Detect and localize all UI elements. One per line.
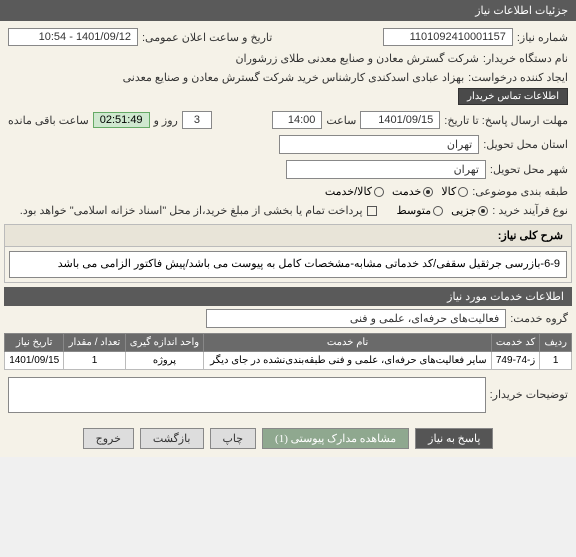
radio-small-label: جزیی: [451, 204, 476, 217]
announce-label: تاریخ و ساعت اعلان عمومی:: [142, 31, 272, 44]
remain-days: 3: [182, 111, 212, 129]
radio-both[interactable]: کالا/خدمت: [325, 185, 384, 198]
checkbox-treasury[interactable]: [367, 206, 377, 216]
row-creator: ایجاد کننده درخواست: بهزاد عبادی اسدکندی…: [4, 68, 572, 108]
col-code: کد خدمت: [491, 333, 540, 351]
purchase-type-label: نوع فرآیند خرید :: [492, 204, 568, 217]
row-buyer-org: نام دستگاه خریدار: شرکت گسترش معادن و صن…: [4, 49, 572, 68]
col-name: نام خدمت: [204, 333, 491, 351]
reply-button[interactable]: پاسخ به نیاز: [415, 428, 493, 449]
need-number-value: 1101092410001157: [383, 28, 513, 46]
city-value: تهران: [286, 160, 486, 179]
row-deadline: مهلت ارسال پاسخ: تا تاریخ: 1401/09/15 سا…: [4, 108, 572, 132]
creator-value: بهزاد عبادی اسدکندی کارشناس خرید شرکت گس…: [123, 71, 465, 84]
radio-icon: [374, 187, 384, 197]
radio-both-label: کالا/خدمت: [325, 185, 372, 198]
contact-button[interactable]: اطلاعات تماس خریدار: [458, 88, 568, 105]
row-province: استان محل تحویل: تهران: [4, 132, 572, 157]
cell-index: 1: [540, 351, 572, 369]
print-button[interactable]: چاپ: [210, 428, 257, 449]
remain-label: ساعت باقی مانده: [8, 114, 89, 127]
deadline-label: مهلت ارسال پاسخ: تا تاریخ:: [444, 114, 568, 127]
row-city: شهر محل تحویل: تهران: [4, 157, 572, 182]
footer: پاسخ به نیاز مشاهده مدارک پیوستی (1) چاپ…: [0, 420, 576, 457]
cell-date: 1401/09/15: [5, 351, 64, 369]
radio-icon: [433, 206, 443, 216]
row-service-group: گروه خدمت: فعالیت‌های حرفه‌ای، علمی و فن…: [4, 306, 572, 331]
cell-unit: پروژه: [125, 351, 204, 369]
radio-goods-label: کالا: [441, 185, 456, 198]
window-title: جزئیات اطلاعات نیاز: [475, 5, 568, 17]
deadline-date: 1401/09/15: [360, 111, 440, 129]
announce-value: 1401/09/12 - 10:54: [8, 28, 138, 46]
buyer-notes-box: [8, 377, 486, 413]
col-unit: واحد اندازه گیری: [125, 333, 204, 351]
province-value: تهران: [279, 135, 479, 154]
treasury-note: پرداخت تمام یا بخشی از مبلغ خرید،از محل …: [20, 204, 363, 217]
radio-service-label: خدمت: [392, 185, 421, 198]
category-label: طبقه بندی موضوعی:: [472, 185, 568, 198]
back-button[interactable]: بازگشت: [140, 428, 204, 449]
exit-button[interactable]: خروج: [83, 428, 134, 449]
buyer-org-value: شرکت گسترش معادن و صنایع معدنی طلای زرشو…: [235, 52, 478, 65]
window-title-bar: جزئیات اطلاعات نیاز: [0, 0, 576, 21]
col-qty: تعداد / مقدار: [64, 333, 125, 351]
creator-label: ایجاد کننده درخواست:: [468, 71, 568, 84]
attachments-button[interactable]: مشاهده مدارک پیوستی (1): [262, 428, 409, 449]
overview-title: شرح کلی نیاز:: [4, 224, 572, 247]
category-radios: کالا خدمت کالا/خدمت: [325, 185, 468, 198]
deadline-time: 14:00: [272, 111, 322, 129]
buyer-org-label: نام دستگاه خریدار:: [483, 52, 568, 65]
service-group-value: فعالیت‌های حرفه‌ای، علمی و فنی: [206, 309, 506, 328]
row-need-number: شماره نیاز: 1101092410001157 تاریخ و ساع…: [4, 25, 572, 49]
buyer-notes-label: توضیحات خریدار:: [490, 388, 568, 401]
table-header-row: ردیف کد خدمت نام خدمت واحد اندازه گیری ت…: [5, 333, 572, 351]
radio-icon: [423, 187, 433, 197]
services-header: اطلاعات خدمات مورد نیاز: [4, 287, 572, 306]
remain-days-label: روز و: [154, 114, 178, 127]
row-buyer-notes: توضیحات خریدار:: [4, 374, 572, 416]
radio-medium[interactable]: متوسط: [397, 204, 444, 217]
table-row: 1 ز-74-749 سایر فعالیت‌های حرفه‌ای، علمی…: [5, 351, 572, 369]
radio-small[interactable]: جزیی: [451, 204, 488, 217]
cell-name: سایر فعالیت‌های حرفه‌ای، علمی و فنی طبقه…: [204, 351, 491, 369]
time-label: ساعت: [326, 114, 356, 127]
row-purchase-type: نوع فرآیند خرید : جزیی متوسط پرداخت تمام…: [4, 201, 572, 220]
need-number-label: شماره نیاز:: [517, 31, 568, 44]
cell-code: ز-74-749: [491, 351, 540, 369]
main-panel: شماره نیاز: 1101092410001157 تاریخ و ساع…: [0, 21, 576, 420]
row-category: طبقه بندی موضوعی: کالا خدمت کالا/خدمت: [4, 182, 572, 201]
services-table: ردیف کد خدمت نام خدمت واحد اندازه گیری ت…: [4, 333, 572, 370]
overview-text: 6-9-بازرسی جرثقیل سقفی/کد خدماتی مشابه-م…: [9, 251, 567, 278]
radio-goods[interactable]: کالا: [441, 185, 468, 198]
overview-body: 6-9-بازرسی جرثقیل سقفی/کد خدماتی مشابه-م…: [4, 247, 572, 283]
purchase-type-radios: جزیی متوسط: [397, 204, 489, 217]
province-label: استان محل تحویل:: [483, 138, 568, 151]
col-date: تاریخ نیاز: [5, 333, 64, 351]
col-index: ردیف: [540, 333, 572, 351]
cell-qty: 1: [64, 351, 125, 369]
radio-medium-label: متوسط: [397, 204, 432, 217]
remain-time: 02:51:49: [93, 112, 150, 128]
city-label: شهر محل تحویل:: [490, 163, 568, 176]
radio-icon: [478, 206, 488, 216]
radio-icon: [458, 187, 468, 197]
service-group-label: گروه خدمت:: [510, 312, 568, 325]
radio-service[interactable]: خدمت: [392, 185, 433, 198]
